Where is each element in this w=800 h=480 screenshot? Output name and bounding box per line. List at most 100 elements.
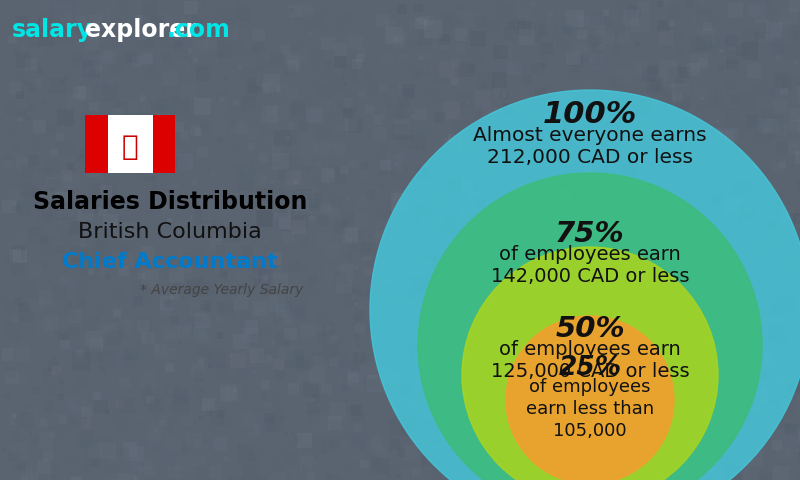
FancyBboxPatch shape bbox=[466, 224, 474, 231]
FancyBboxPatch shape bbox=[546, 113, 563, 130]
FancyBboxPatch shape bbox=[558, 382, 567, 392]
FancyBboxPatch shape bbox=[345, 431, 348, 433]
FancyBboxPatch shape bbox=[669, 21, 674, 27]
FancyBboxPatch shape bbox=[131, 27, 135, 31]
FancyBboxPatch shape bbox=[470, 31, 486, 47]
FancyBboxPatch shape bbox=[415, 412, 424, 420]
FancyBboxPatch shape bbox=[475, 184, 478, 187]
FancyBboxPatch shape bbox=[379, 168, 387, 176]
FancyBboxPatch shape bbox=[348, 372, 359, 383]
FancyBboxPatch shape bbox=[122, 243, 131, 252]
FancyBboxPatch shape bbox=[592, 465, 601, 474]
Circle shape bbox=[506, 316, 674, 480]
FancyBboxPatch shape bbox=[796, 450, 798, 452]
FancyBboxPatch shape bbox=[360, 333, 374, 347]
FancyBboxPatch shape bbox=[10, 249, 22, 261]
FancyBboxPatch shape bbox=[618, 117, 622, 120]
FancyBboxPatch shape bbox=[326, 60, 331, 65]
FancyBboxPatch shape bbox=[194, 97, 211, 115]
FancyBboxPatch shape bbox=[666, 385, 670, 389]
FancyBboxPatch shape bbox=[250, 348, 265, 363]
FancyBboxPatch shape bbox=[81, 407, 91, 417]
FancyBboxPatch shape bbox=[66, 94, 82, 111]
FancyBboxPatch shape bbox=[67, 163, 74, 170]
FancyBboxPatch shape bbox=[57, 192, 68, 204]
FancyBboxPatch shape bbox=[184, 0, 198, 14]
FancyBboxPatch shape bbox=[85, 115, 107, 173]
FancyBboxPatch shape bbox=[89, 14, 102, 28]
FancyBboxPatch shape bbox=[766, 22, 782, 38]
FancyBboxPatch shape bbox=[24, 50, 42, 68]
FancyBboxPatch shape bbox=[265, 240, 267, 242]
FancyBboxPatch shape bbox=[574, 398, 577, 401]
FancyBboxPatch shape bbox=[574, 414, 580, 419]
FancyBboxPatch shape bbox=[356, 342, 364, 350]
FancyBboxPatch shape bbox=[573, 288, 588, 303]
FancyBboxPatch shape bbox=[406, 196, 421, 212]
FancyBboxPatch shape bbox=[85, 115, 175, 173]
FancyBboxPatch shape bbox=[323, 216, 341, 233]
FancyBboxPatch shape bbox=[730, 362, 736, 368]
FancyBboxPatch shape bbox=[404, 396, 411, 404]
FancyBboxPatch shape bbox=[693, 471, 701, 479]
Text: Chief Accountant: Chief Accountant bbox=[62, 252, 278, 272]
FancyBboxPatch shape bbox=[562, 428, 575, 440]
FancyBboxPatch shape bbox=[478, 189, 487, 199]
FancyBboxPatch shape bbox=[719, 219, 723, 224]
FancyBboxPatch shape bbox=[464, 36, 469, 40]
FancyBboxPatch shape bbox=[122, 5, 128, 11]
FancyBboxPatch shape bbox=[646, 221, 651, 226]
FancyBboxPatch shape bbox=[352, 295, 355, 299]
FancyBboxPatch shape bbox=[550, 116, 567, 132]
FancyBboxPatch shape bbox=[648, 65, 658, 74]
FancyBboxPatch shape bbox=[616, 389, 624, 397]
FancyBboxPatch shape bbox=[274, 370, 285, 381]
FancyBboxPatch shape bbox=[146, 111, 158, 124]
FancyBboxPatch shape bbox=[15, 91, 24, 99]
FancyBboxPatch shape bbox=[25, 466, 39, 480]
FancyBboxPatch shape bbox=[427, 69, 429, 71]
FancyBboxPatch shape bbox=[503, 178, 509, 183]
FancyBboxPatch shape bbox=[550, 357, 554, 361]
FancyBboxPatch shape bbox=[618, 447, 632, 461]
FancyBboxPatch shape bbox=[450, 78, 458, 85]
FancyBboxPatch shape bbox=[589, 403, 606, 420]
FancyBboxPatch shape bbox=[379, 5, 383, 8]
FancyBboxPatch shape bbox=[706, 277, 714, 285]
FancyBboxPatch shape bbox=[439, 294, 445, 300]
FancyBboxPatch shape bbox=[618, 397, 622, 402]
Text: British Columbia: British Columbia bbox=[78, 222, 262, 242]
FancyBboxPatch shape bbox=[550, 153, 557, 159]
FancyBboxPatch shape bbox=[753, 191, 762, 201]
Text: * Average Yearly Salary: * Average Yearly Salary bbox=[140, 283, 303, 297]
FancyBboxPatch shape bbox=[542, 420, 556, 434]
FancyBboxPatch shape bbox=[511, 191, 518, 197]
FancyBboxPatch shape bbox=[457, 457, 467, 468]
FancyBboxPatch shape bbox=[471, 273, 489, 290]
FancyBboxPatch shape bbox=[251, 240, 257, 245]
Circle shape bbox=[370, 90, 800, 480]
FancyBboxPatch shape bbox=[363, 414, 380, 431]
FancyBboxPatch shape bbox=[449, 159, 453, 164]
FancyBboxPatch shape bbox=[265, 355, 272, 362]
FancyBboxPatch shape bbox=[685, 194, 702, 210]
FancyBboxPatch shape bbox=[233, 100, 239, 106]
FancyBboxPatch shape bbox=[439, 280, 448, 288]
FancyBboxPatch shape bbox=[466, 202, 482, 218]
FancyBboxPatch shape bbox=[748, 74, 750, 77]
FancyBboxPatch shape bbox=[628, 264, 641, 276]
FancyBboxPatch shape bbox=[467, 383, 475, 390]
FancyBboxPatch shape bbox=[164, 348, 176, 360]
FancyBboxPatch shape bbox=[730, 94, 742, 105]
FancyBboxPatch shape bbox=[528, 207, 542, 221]
FancyBboxPatch shape bbox=[723, 386, 730, 393]
FancyBboxPatch shape bbox=[753, 325, 761, 333]
FancyBboxPatch shape bbox=[725, 128, 738, 142]
FancyBboxPatch shape bbox=[245, 321, 258, 334]
FancyBboxPatch shape bbox=[292, 189, 306, 202]
FancyBboxPatch shape bbox=[14, 250, 26, 263]
FancyBboxPatch shape bbox=[261, 106, 278, 122]
Text: 50%: 50% bbox=[555, 315, 625, 343]
FancyBboxPatch shape bbox=[382, 206, 385, 208]
FancyBboxPatch shape bbox=[651, 369, 666, 384]
